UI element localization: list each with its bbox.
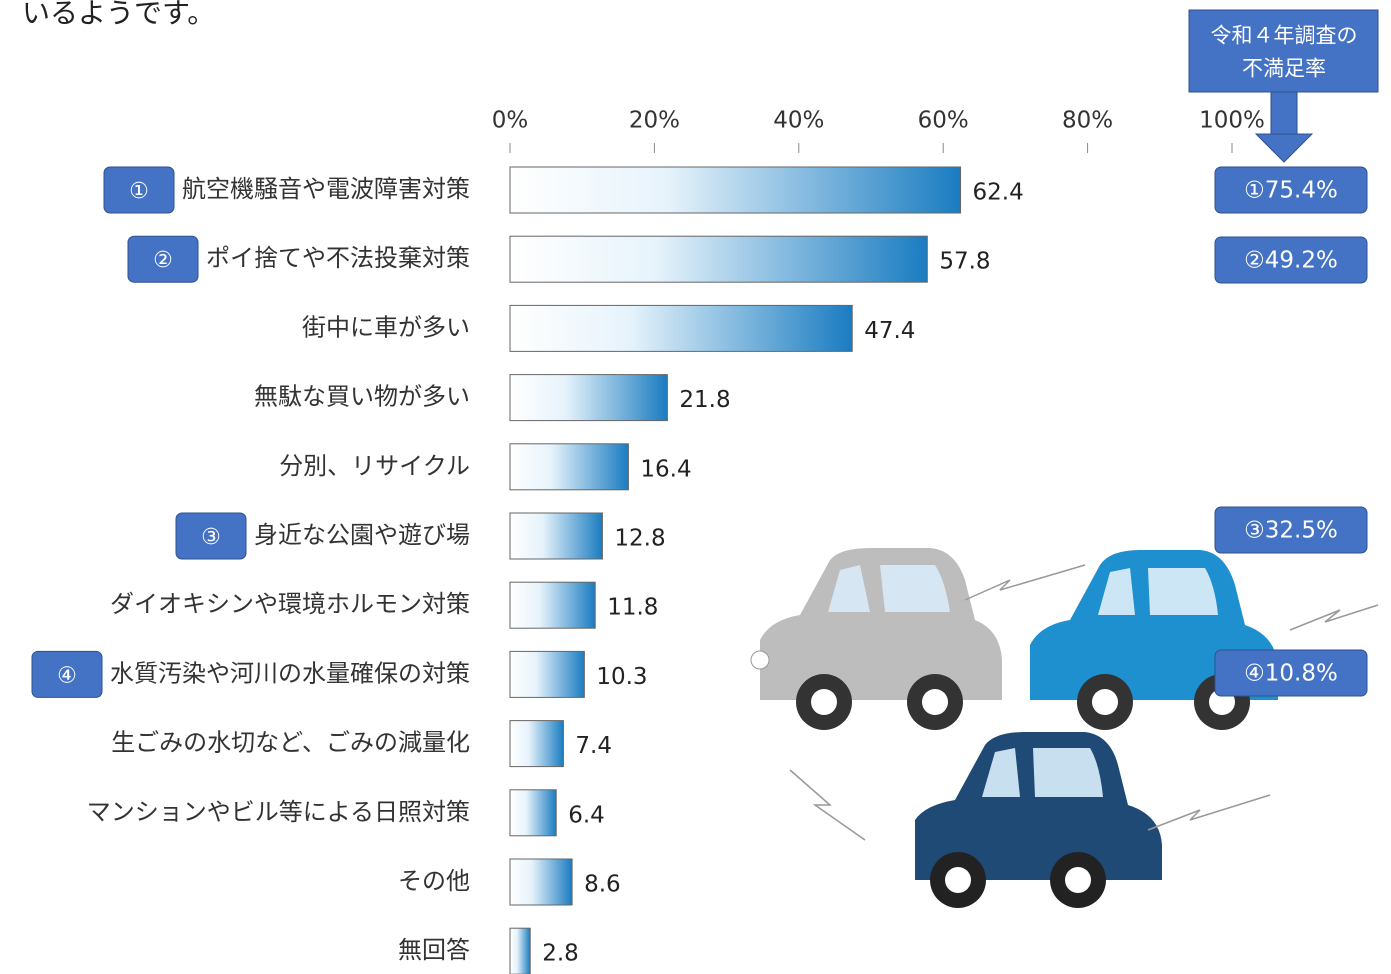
bar <box>509 235 928 283</box>
callout-text: 令和４年調査の <box>1211 24 1358 48</box>
car-navy <box>915 732 1162 908</box>
value-label: 16.4 <box>640 456 691 482</box>
category-label: ポイ捨てや不法投棄対策 <box>206 244 470 272</box>
bar <box>509 374 668 422</box>
comparison-label: ④10.8% <box>1244 661 1338 687</box>
x-tick-label: 40% <box>773 108 824 134</box>
bar <box>509 789 557 837</box>
comparison-box <box>1214 236 1368 284</box>
bar <box>509 304 853 352</box>
category-label: 水質汚染や河川の水量確保の対策 <box>110 659 470 687</box>
value-label: 10.3 <box>596 664 647 690</box>
bar <box>509 927 531 974</box>
car-gray <box>750 548 1002 730</box>
badge <box>31 650 103 698</box>
x-tick-label: 20% <box>629 108 680 134</box>
bar <box>509 512 603 560</box>
value-label: 7.4 <box>575 733 612 759</box>
comparison-label: ②49.2% <box>1244 248 1338 274</box>
value-label: 47.4 <box>864 318 915 344</box>
category-label: ダイオキシンや環境ホルモン対策 <box>110 590 470 618</box>
car-blue <box>1030 550 1278 730</box>
category-label: 街中に車が多い <box>302 313 470 341</box>
badge-text: ④ <box>57 663 77 688</box>
badge <box>127 235 199 283</box>
value-label: 62.4 <box>973 180 1024 206</box>
callout-arrow <box>1188 9 1379 163</box>
badge-text: ③ <box>201 525 221 550</box>
bar <box>509 650 585 698</box>
value-label: 8.6 <box>584 872 621 898</box>
category-label: その他 <box>398 867 470 895</box>
x-tick-label: 100% <box>1199 108 1265 134</box>
bar <box>509 443 629 491</box>
badge-text: ① <box>129 179 149 204</box>
category-label: 航空機騒音や電波障害対策 <box>182 175 470 203</box>
value-label: 6.4 <box>568 802 605 828</box>
bar <box>509 858 573 906</box>
motion-lines <box>789 564 1379 841</box>
comparison-label: ①75.4% <box>1244 178 1338 204</box>
bar <box>509 166 962 214</box>
value-label: 2.8 <box>542 941 579 967</box>
category-label: 身近な公園や遊び場 <box>254 521 470 549</box>
category-label: 無駄な買い物が多い <box>254 383 470 411</box>
badge-text: ② <box>153 248 173 273</box>
badge <box>103 166 175 214</box>
category-label: マンションやビル等による日照対策 <box>87 798 470 826</box>
intro-text: いるようです。 <box>22 0 215 30</box>
comparison-box <box>1214 649 1368 697</box>
category-label: 生ごみの水切など、ごみの減量化 <box>111 729 470 757</box>
value-label: 57.8 <box>939 249 990 275</box>
bar <box>509 581 596 629</box>
x-tick-label: 0% <box>492 108 529 134</box>
category-label: 分別、リサイクル <box>279 452 470 480</box>
category-label: 無回答 <box>398 936 470 964</box>
comparison-box <box>1214 166 1368 214</box>
value-label: 11.8 <box>607 595 658 621</box>
badge <box>175 512 247 560</box>
x-tick-label: 60% <box>918 108 969 134</box>
bar <box>509 720 564 768</box>
value-label: 12.8 <box>614 526 665 552</box>
callout-text: 不満足率 <box>1242 57 1326 81</box>
comparison-label: ③32.5% <box>1244 518 1338 544</box>
comparison-box <box>1214 506 1368 554</box>
x-tick-label: 80% <box>1062 108 1113 134</box>
value-label: 21.8 <box>679 387 730 413</box>
